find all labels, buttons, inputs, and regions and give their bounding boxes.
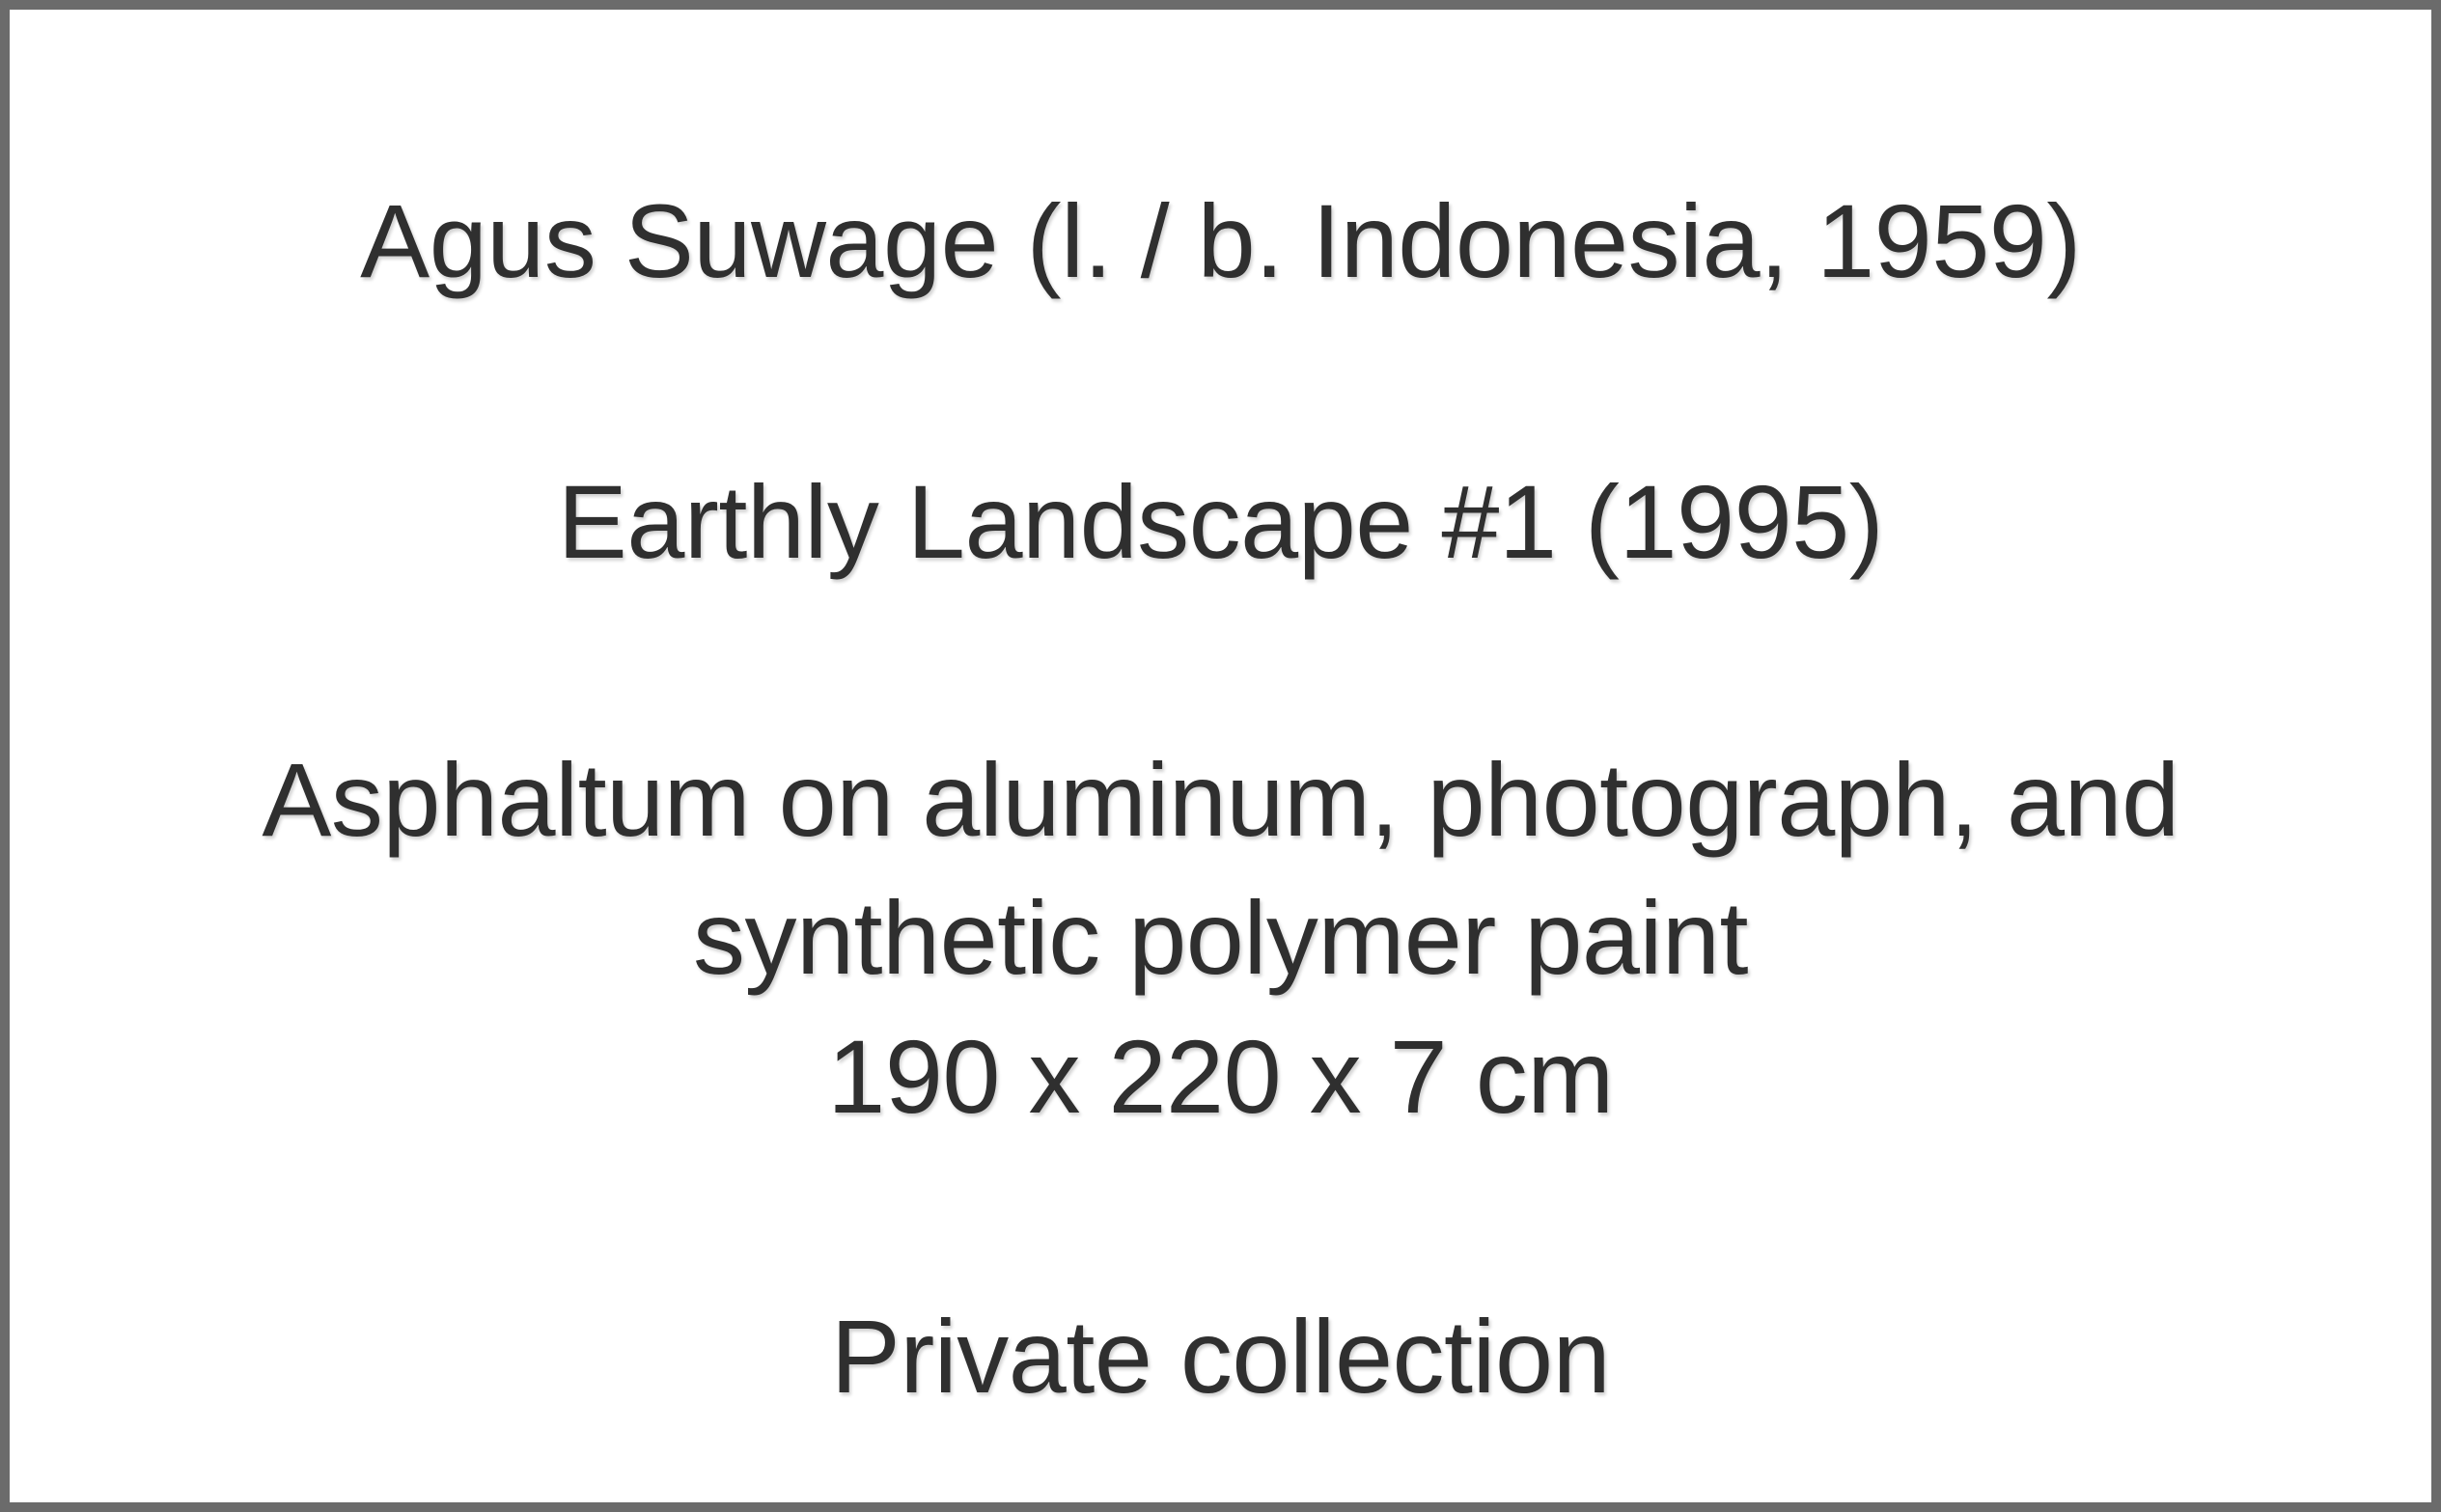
artwork-dimensions: 190 x 220 x 7 cm: [827, 1018, 1614, 1135]
artist-name: Agus Suwage (l. / b. Indonesia, 1959): [360, 182, 2081, 299]
medium-line-2: synthetic polymer paint: [692, 879, 1749, 996]
credit-line: Private collection: [830, 1298, 1611, 1415]
artwork-title: Earthly Landscape #1 (1995): [557, 463, 1884, 580]
medium-line-1: Asphaltum on aluminum, photograph, and: [262, 741, 2179, 858]
